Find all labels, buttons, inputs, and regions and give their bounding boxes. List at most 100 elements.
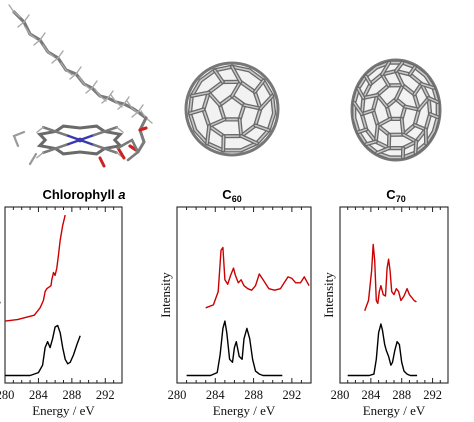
hydrogen-bond [8, 4, 15, 13]
cage-bond-highlight [362, 94, 379, 99]
c60-fullerene-icon [184, 61, 280, 157]
cage-bond-highlight [376, 94, 388, 108]
methyl-bond [36, 126, 44, 133]
mg-n-bond [78, 138, 96, 147]
cage-bond-highlight [357, 87, 365, 99]
oxygen-bond [128, 144, 138, 152]
cage-ring-highlight [189, 65, 275, 152]
x-tick-label: 288 [244, 388, 263, 402]
x-tick-label: 280 [168, 388, 187, 402]
hydrogen-bond [39, 32, 46, 41]
cage-bond-highlight [365, 140, 377, 145]
y-axis-label: Intensity [158, 272, 173, 318]
hydrogen-bond [94, 88, 101, 97]
x-tick-label: 288 [392, 388, 411, 402]
cage-bond-highlight [365, 75, 372, 85]
series-line-black [186, 320, 283, 377]
cage-bond-highlight [395, 61, 404, 72]
panel-title-c70: C70 [386, 187, 405, 204]
spectrum-panel-c60: 280 284 288 292 Energy / eV Intensity [158, 206, 312, 418]
series-line-red [364, 243, 417, 312]
methyl-bond [116, 126, 124, 133]
hydrogen-bond [17, 21, 25, 28]
x-tick-label: 284 [361, 388, 381, 402]
ethyl-groups [12, 130, 38, 166]
cage-bond-highlight [189, 108, 205, 115]
cage-bond-highlight [381, 73, 390, 87]
hydrogen-bond [75, 66, 82, 75]
carbonyl-bond [116, 146, 126, 160]
hydrogen-bond [13, 11, 21, 18]
panel-title-c60: C60 [222, 187, 241, 204]
hydrogen-bond [69, 73, 77, 80]
hydrogen-bond [117, 103, 125, 110]
cyclopentanone-ring [116, 138, 140, 162]
hydrogen-bond [33, 39, 41, 46]
cage-bond-highlight [376, 118, 392, 127]
x-tick-label: 292 [423, 388, 442, 402]
cage-bond-highlight [208, 118, 226, 127]
hydrogen-bond [126, 100, 133, 109]
y-axis-label: Intensity [0, 297, 1, 343]
x-tick-label: 284 [206, 388, 226, 402]
hydrogen-bond [78, 76, 85, 85]
series-line-red [5, 214, 66, 322]
x-tick-label: 292 [96, 388, 115, 402]
cage-bond-highlight [418, 97, 430, 111]
cage-bond-highlight [404, 105, 420, 111]
porphyrin-ring [36, 124, 124, 156]
hydrogen-bond [29, 33, 37, 40]
cage-bond-highlight [254, 79, 265, 93]
hydrogen-bond [107, 90, 114, 99]
hydrogen-bond [91, 80, 98, 89]
series-line-black [5, 324, 81, 377]
hydrogen-bond [42, 44, 49, 53]
hydrogen-bond [57, 50, 64, 59]
hydrogen-bond [85, 87, 93, 94]
cage-bond-highlight [414, 140, 417, 154]
x-axis-label: Energy / eV [32, 403, 95, 418]
hydrogen-bond [23, 14, 30, 23]
ring-bond [92, 125, 119, 137]
y-axis-label: Intensity [321, 272, 336, 318]
hydrogen-bond [60, 62, 67, 71]
cage-outline [350, 58, 442, 162]
chlorophyll-a-molecule-icon [8, 4, 153, 168]
x-tick-label: 292 [282, 388, 301, 402]
cage-bond-highlight [395, 84, 404, 100]
cage-bond-highlight [375, 124, 379, 143]
series-line-red [205, 246, 310, 309]
cage-bond-highlight [429, 113, 439, 118]
cage-bond-highlight [231, 65, 242, 83]
x-axis-label: Energy / eV [363, 403, 426, 418]
methyl-bond [36, 152, 44, 159]
cage-bond-highlight [191, 91, 210, 97]
x-tick-label: 284 [29, 388, 49, 402]
hydrogen-bond [131, 111, 139, 118]
hydrogen-bond [110, 94, 117, 103]
magnesium-atom [77, 137, 83, 143]
cage-bond-highlight [353, 102, 363, 115]
panel-title-chlorophyll: Chlorophyll a [42, 187, 125, 202]
ring-bond [41, 125, 68, 137]
cage-bond-highlight [409, 66, 416, 76]
ring-bond [41, 143, 68, 155]
cage-bond-highlight [243, 104, 262, 110]
hydrogen-bond [137, 104, 144, 113]
oxygen-bond [138, 126, 148, 132]
cage-ring-highlight [353, 61, 439, 159]
cage-bond-highlight [381, 61, 390, 76]
cage-bond-highlight [402, 133, 417, 143]
x-axis-label: Energy / eV [213, 403, 276, 418]
ester-link [136, 116, 148, 154]
cage-bond-highlight [420, 83, 435, 89]
cage-bond-highlight [413, 83, 423, 96]
plot-frame [4, 206, 123, 384]
cage-bond-highlight [238, 118, 242, 137]
c70-fullerene-icon [350, 58, 442, 162]
cage-bond-highlight [231, 81, 242, 97]
cage-ring-highlight [361, 70, 431, 149]
